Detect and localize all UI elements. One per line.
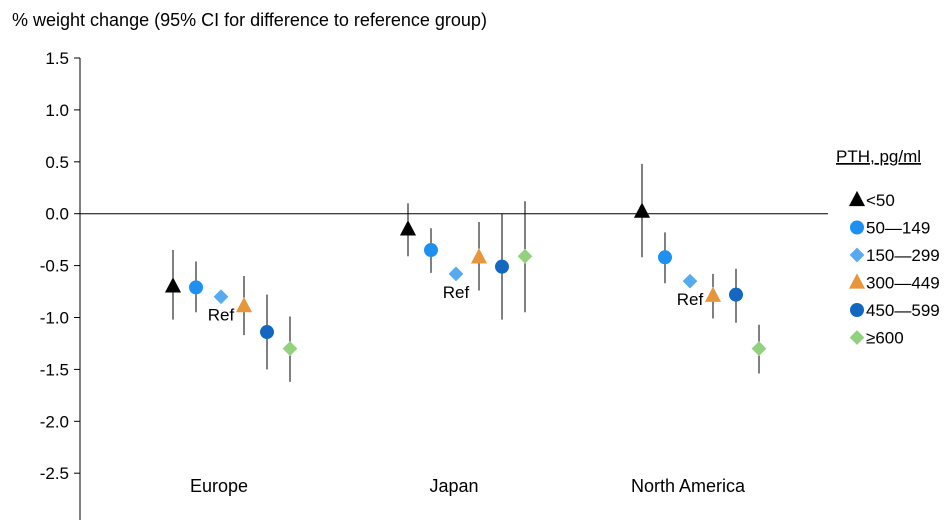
data-point xyxy=(164,277,182,293)
data-point xyxy=(729,287,743,302)
data-point xyxy=(682,273,698,289)
legend-label: 50—149 xyxy=(866,219,930,238)
y-tick-label: 0.5 xyxy=(45,153,69,172)
category-label: North America xyxy=(631,476,746,496)
legend-label: 150—299 xyxy=(866,246,940,265)
legend-label: 300—449 xyxy=(866,274,940,293)
data-point xyxy=(282,341,298,356)
ref-label: Ref xyxy=(443,283,470,302)
y-tick-label: -2.5 xyxy=(40,464,69,483)
data-point xyxy=(235,296,253,313)
y-tick-label: -1.5 xyxy=(40,360,69,379)
category-labels: Europe Japan North America xyxy=(190,476,746,496)
error-bars xyxy=(172,163,760,382)
legend-title: PTH, pg/ml xyxy=(836,147,921,166)
data-point xyxy=(399,220,417,236)
legend-marker xyxy=(848,273,866,289)
data-point xyxy=(704,286,722,302)
legend: PTH, pg/ml <50 50—149 150—299 300—449 450—599… xyxy=(836,147,940,348)
legend-label: <50 xyxy=(866,191,895,210)
category-label: Europe xyxy=(190,476,248,496)
y-tick-label: -0.5 xyxy=(40,257,69,276)
data-point xyxy=(658,250,672,265)
y-tick-label: -2.0 xyxy=(40,412,69,431)
data-point xyxy=(448,266,464,282)
data-point xyxy=(189,280,203,295)
data-point xyxy=(495,259,509,274)
data-point xyxy=(260,325,274,340)
data-point xyxy=(470,248,488,264)
ref-label: Ref xyxy=(677,290,704,309)
legend-marker xyxy=(848,190,866,207)
data-point xyxy=(213,289,229,305)
legend-label: 450—599 xyxy=(866,301,940,320)
legend-marker xyxy=(849,330,865,345)
y-tick-label: -1.0 xyxy=(40,309,69,328)
legend-marker xyxy=(849,247,865,263)
data-points xyxy=(164,202,767,356)
legend-marker xyxy=(850,303,864,317)
y-tick-label: 1.5 xyxy=(45,49,69,68)
y-tick-label: 0.0 xyxy=(45,205,69,224)
category-label: Japan xyxy=(429,476,478,496)
y-axis: 1.5 1.0 0.5 0.0 -0.5 -1.0 -1.5 -2.0 -2.5 xyxy=(40,49,81,520)
data-point xyxy=(424,243,438,258)
data-point xyxy=(633,202,651,218)
y-tick-label: 1.0 xyxy=(45,101,69,120)
ref-label: Ref xyxy=(208,306,235,325)
legend-label: ≥600 xyxy=(866,329,904,348)
chart-title: % weight change (95% CI for difference t… xyxy=(12,10,487,30)
legend-marker xyxy=(850,220,864,235)
reference-labels: Ref Ref Ref xyxy=(208,283,704,325)
data-point xyxy=(517,248,533,264)
data-point xyxy=(751,341,767,356)
